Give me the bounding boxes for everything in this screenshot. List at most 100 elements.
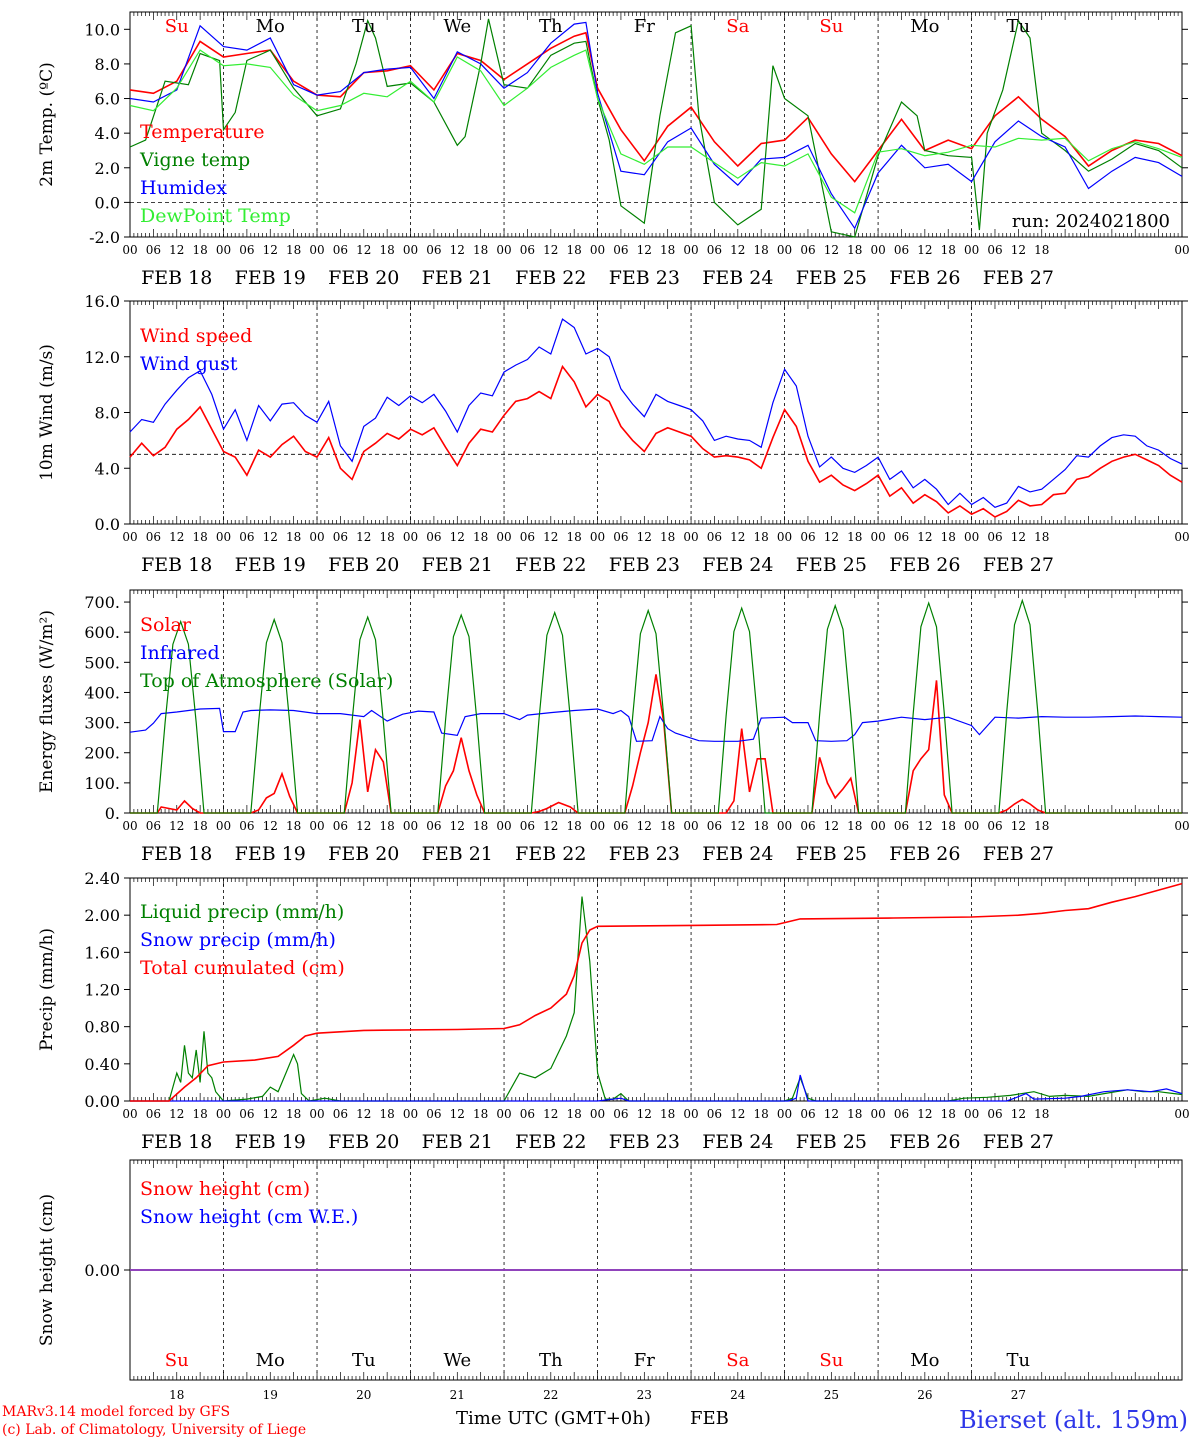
day-number-label: 24: [730, 1388, 746, 1402]
weekday-label: Mo: [910, 1350, 939, 1371]
hour-tick-label: 00: [496, 243, 511, 257]
hour-tick-label: 00: [496, 819, 511, 833]
hour-tick-label: 12: [450, 1107, 465, 1121]
weekday-label: Tu: [352, 1350, 376, 1371]
legend-entry: Wind gust: [140, 353, 238, 375]
hour-tick-label: 18: [1034, 243, 1049, 257]
hour-tick-label: 12: [1011, 530, 1026, 544]
date-label: FEB 22: [515, 267, 586, 289]
series-line-wind-speed: [129, 364, 1183, 518]
station-name: Bierset (alt. 159m): [959, 1406, 1188, 1434]
y-axis-label: 10m Wind (m/s): [37, 344, 57, 481]
hour-tick-label: 18: [941, 1107, 956, 1121]
y-axis-label: Snow height (cm): [37, 1194, 57, 1346]
hour-tick-label: 12: [824, 243, 839, 257]
hour-tick-label: 00: [964, 530, 979, 544]
hour-tick-label: 18: [192, 243, 207, 257]
legend-entry: Vigne temp: [139, 149, 250, 171]
weekday-label: Sa: [726, 16, 749, 37]
weekday-label: Tu: [1007, 1350, 1031, 1371]
y-tick-label: 6.0: [95, 90, 120, 109]
hour-tick-label: 18: [941, 243, 956, 257]
weekday-label: Su: [819, 1350, 843, 1371]
y-tick-label: 200.: [84, 744, 120, 763]
series-line-snow-precip-mm-h-: [130, 1074, 1183, 1102]
hour-tick-label: 06: [333, 1107, 348, 1121]
hour-tick-label: 18: [754, 243, 769, 257]
hour-tick-label: 00: [870, 243, 885, 257]
hour-tick-label: 12: [356, 1107, 371, 1121]
hour-tick-label: 00: [216, 243, 231, 257]
series-line-infrared: [129, 707, 1183, 742]
y-tick-label: -2.0: [89, 228, 120, 247]
hour-tick-label: 00: [870, 530, 885, 544]
date-label: FEB 18: [141, 843, 212, 865]
hour-tick-label: 18: [660, 243, 675, 257]
hour-tick-label: 06: [894, 243, 909, 257]
y-tick-label: 10.0: [84, 20, 120, 39]
hour-tick-label: 18: [847, 530, 862, 544]
date-label: FEB 24: [702, 1131, 773, 1153]
hour-tick-label: 12: [450, 243, 465, 257]
date-label: FEB 26: [889, 843, 960, 865]
hour-tick-label: 06: [800, 243, 815, 257]
hour-tick-label: 00: [1174, 530, 1189, 544]
y-tick-label: 0.00: [84, 1092, 120, 1111]
weekday-label: Tu: [352, 16, 376, 37]
hour-tick-label: 18: [660, 819, 675, 833]
hour-tick-label: 12: [263, 1107, 278, 1121]
legend-entry: Wind speed: [140, 325, 252, 347]
date-label: FEB 26: [889, 267, 960, 289]
hour-tick-label: 00: [496, 1107, 511, 1121]
y-tick-label: 8.0: [95, 404, 120, 423]
legend-entry: Snow height (cm): [140, 1178, 310, 1200]
date-label: FEB 23: [609, 1131, 680, 1153]
date-label: FEB 27: [983, 843, 1054, 865]
date-label: FEB 25: [796, 1131, 867, 1153]
date-label: FEB 25: [796, 843, 867, 865]
hour-tick-label: 18: [754, 1107, 769, 1121]
hour-tick-label: 18: [473, 530, 488, 544]
hour-tick-label: 12: [1011, 819, 1026, 833]
hour-tick-label: 00: [309, 530, 324, 544]
hour-tick-label: 18: [847, 819, 862, 833]
hour-tick-label: 00: [309, 819, 324, 833]
y-tick-label: 8.0: [95, 55, 120, 74]
y-tick-label: 0.00: [84, 1261, 120, 1280]
hour-tick-label: 00: [870, 1107, 885, 1121]
hour-tick-label: 12: [730, 819, 745, 833]
hour-tick-label: 00: [216, 819, 231, 833]
hour-tick-label: 06: [800, 1107, 815, 1121]
run-annotation: run: 2024021800: [1012, 211, 1170, 232]
y-tick-label: 700.: [84, 593, 120, 612]
hour-tick-label: 00: [590, 530, 605, 544]
hour-tick-label: 18: [473, 819, 488, 833]
date-label: FEB 22: [515, 1131, 586, 1153]
y-tick-label: 600.: [84, 623, 120, 642]
y-axis-label: 2m Temp. (ºC): [37, 62, 57, 187]
legend-entry: Total cumulated (cm): [140, 957, 345, 979]
hour-tick-label: 06: [520, 530, 535, 544]
hour-tick-label: 06: [146, 243, 161, 257]
hour-tick-label: 06: [146, 1107, 161, 1121]
hour-tick-label: 12: [356, 243, 371, 257]
date-label: FEB 19: [235, 554, 306, 576]
hour-tick-label: 00: [777, 819, 792, 833]
y-tick-label: 500.: [84, 653, 120, 672]
hour-tick-label: 06: [800, 530, 815, 544]
date-label: FEB 26: [889, 1131, 960, 1153]
date-label: FEB 21: [422, 843, 493, 865]
hour-tick-label: 18: [567, 243, 582, 257]
hour-tick-label: 12: [917, 243, 932, 257]
date-label: FEB 20: [328, 267, 399, 289]
date-label: FEB 23: [609, 554, 680, 576]
hour-tick-label: 12: [637, 819, 652, 833]
legend-entry: Infrared: [140, 642, 220, 664]
hour-tick-label: 06: [800, 819, 815, 833]
panel-frame: [129, 300, 1183, 525]
y-tick-label: 0.: [105, 804, 120, 823]
legend-entry: Liquid precip (mm/h): [140, 901, 344, 923]
hour-tick-label: 18: [473, 1107, 488, 1121]
hour-tick-label: 12: [169, 530, 184, 544]
hour-tick-label: 18: [567, 819, 582, 833]
